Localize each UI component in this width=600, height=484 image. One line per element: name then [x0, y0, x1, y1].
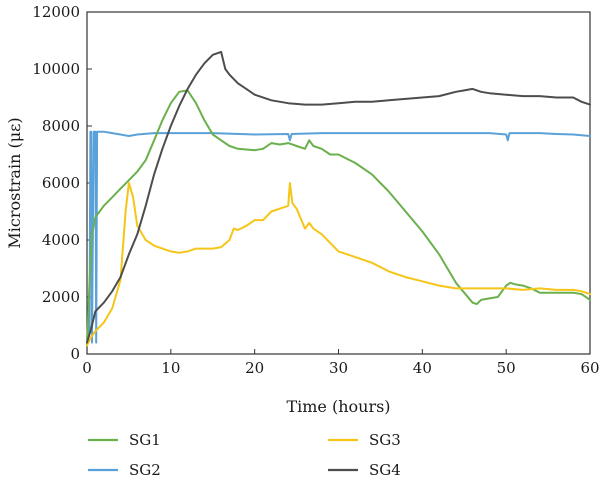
- plot-area-border: [86, 11, 591, 355]
- x-tick-label: 0: [82, 359, 92, 377]
- y-tick-label: 6000: [42, 174, 80, 192]
- series-lines: [86, 50, 591, 347]
- plot-frame: [86, 11, 591, 355]
- legend-label-sg4: SG4: [369, 461, 401, 479]
- y-tick-label: 4000: [42, 231, 80, 249]
- x-tick-label: 50: [497, 359, 516, 377]
- legend-label-sg2: SG2: [129, 461, 161, 479]
- series-line-sg3: [86, 182, 591, 347]
- series-line-sg4: [86, 50, 591, 344]
- x-axis-title: Time (hours): [286, 397, 390, 416]
- y-tick-label: 12000: [32, 3, 80, 21]
- x-tick-label: 60: [580, 359, 599, 377]
- legend-label-sg1: SG1: [129, 431, 161, 449]
- y-tick-label: 8000: [42, 117, 80, 135]
- series-line-sg2: [86, 130, 591, 344]
- x-tick-label: 20: [245, 359, 264, 377]
- y-tick-label: 10000: [32, 60, 80, 78]
- legend: SG1 SG2 SG3 SG4: [88, 431, 401, 479]
- series-line-sg1: [86, 89, 591, 347]
- y-tick-label: 0: [70, 345, 80, 363]
- x-tick-label: 30: [329, 359, 348, 377]
- x-tick-label: 40: [413, 359, 432, 377]
- x-tick-label: 10: [161, 359, 180, 377]
- legend-label-sg3: SG3: [369, 431, 401, 449]
- y-tick-label: 2000: [42, 288, 80, 306]
- y-axis-title: Microstrain (με): [5, 117, 24, 248]
- x-axis-ticks: 0 10 20 30 40 50 60: [82, 349, 600, 377]
- y-axis-ticks: 0 2000 4000 6000 8000 10000 12000: [32, 3, 92, 363]
